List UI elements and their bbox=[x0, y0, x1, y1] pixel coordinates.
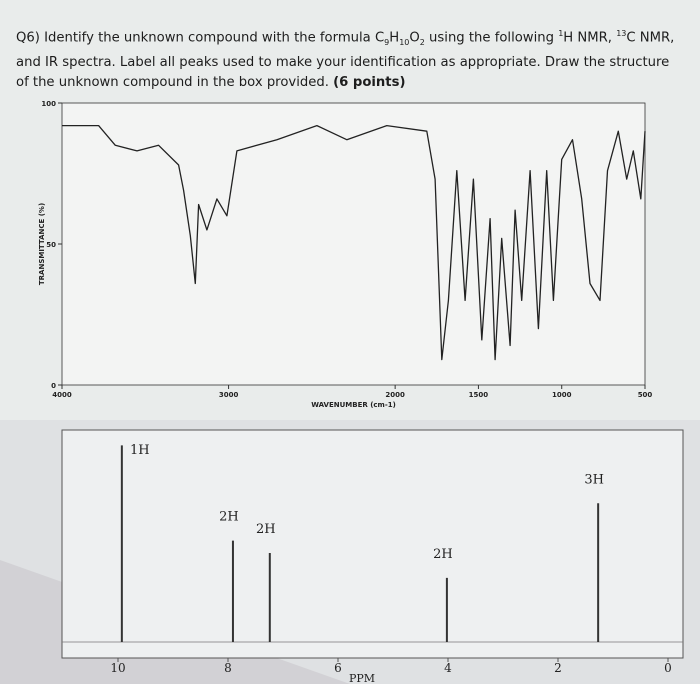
subscript: 10 bbox=[399, 38, 410, 48]
x-tick-label: 3000 bbox=[219, 391, 239, 399]
y-tick-label: 100 bbox=[41, 100, 56, 108]
ir-chart: 4000 3000 2000 1500 1000 500 0 50 100 WAVENUMBER … bbox=[38, 100, 652, 409]
x-tick-label: 0 bbox=[664, 661, 672, 675]
question-text: Q6) Identify the unknown compound with t… bbox=[16, 30, 385, 46]
x-tick-label: 4000 bbox=[52, 391, 72, 399]
superscript: 1 bbox=[558, 29, 564, 38]
peak-label: 2H bbox=[219, 510, 239, 525]
superscript: 13 bbox=[616, 29, 627, 38]
question-text: H NMR, bbox=[563, 30, 617, 46]
y-tick-label: 0 bbox=[51, 382, 56, 390]
question-text: using the following bbox=[424, 30, 559, 46]
x-tick-label: 1500 bbox=[469, 391, 489, 399]
x-tick-label: 6 bbox=[334, 661, 342, 675]
nmr-frame bbox=[61, 429, 684, 659]
peak-label: 2H bbox=[433, 547, 453, 562]
question: Q6) Identify the unknown compound with t… bbox=[16, 24, 676, 93]
x-tick-label: 2 bbox=[554, 661, 562, 675]
y-tick-label: 50 bbox=[46, 241, 56, 249]
subscript: 2 bbox=[419, 38, 425, 48]
ir-trace bbox=[62, 124, 646, 361]
x-axis-title: WAVENUMBER (cm-1) bbox=[311, 401, 396, 409]
x-axis-title: PPM bbox=[349, 672, 375, 684]
x-tick-label: 8 bbox=[224, 661, 232, 675]
question-text: C NMR, and IR spectra. Label all peaks u… bbox=[16, 30, 675, 91]
ir-frame bbox=[61, 102, 646, 386]
subscript: 9 bbox=[384, 38, 390, 48]
points: (6 points) bbox=[333, 75, 406, 91]
peak-label: 1H bbox=[130, 443, 150, 458]
x-tick-label: 4 bbox=[444, 661, 452, 675]
question-text: O bbox=[409, 30, 420, 46]
peak-label: 2H bbox=[256, 522, 276, 537]
y-axis-title: TRANSMITTANCE (%) bbox=[38, 203, 46, 285]
peak-label: 3H bbox=[584, 472, 604, 487]
question-text: H bbox=[389, 30, 400, 46]
x-tick-label: 1000 bbox=[552, 391, 572, 399]
nmr-chart: 10 8 6 4 2 0 PPM 1H 2H 2H 2H 3H bbox=[62, 443, 683, 684]
x-tick-label: 500 bbox=[638, 391, 653, 399]
x-tick-label: 2000 bbox=[385, 391, 405, 399]
x-tick-label: 10 bbox=[110, 661, 125, 675]
